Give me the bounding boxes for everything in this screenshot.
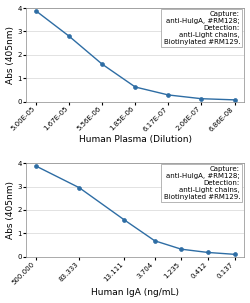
Text: Capture:
anti-HuIgA, #RM128;
Detection:
anti-Light chains,
Biotinylated #RM129.: Capture: anti-HuIgA, #RM128; Detection: …: [164, 166, 240, 200]
X-axis label: Human IgA (ng/mL): Human IgA (ng/mL): [91, 288, 179, 298]
Y-axis label: Abs (405nm): Abs (405nm): [6, 26, 15, 84]
Text: Capture:
anti-HuIgA, #RM128;
Detection:
anti-Light chains,
Biotinylated #RM129.: Capture: anti-HuIgA, #RM128; Detection: …: [164, 11, 240, 45]
X-axis label: Human Plasma (Dilution): Human Plasma (Dilution): [79, 135, 192, 144]
Y-axis label: Abs (405nm): Abs (405nm): [6, 181, 15, 239]
